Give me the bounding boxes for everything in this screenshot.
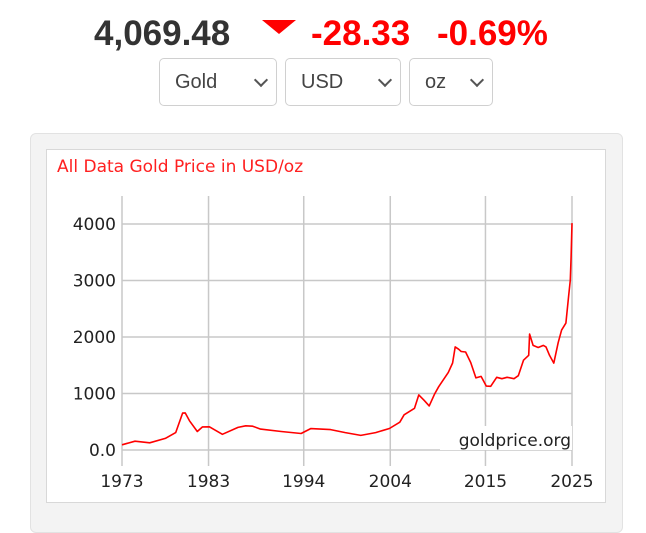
chart-grid [121,196,573,466]
price-change-percent: -0.69% [437,14,548,53]
chart-title: All Data Gold Price in USD/oz [57,157,304,177]
unit-select-value: oz [425,71,447,93]
x-axis-ticks: 1973 1983 1994 2004 2015 2025 [100,472,593,492]
y-tick-label: 0.0 [89,441,116,461]
x-tick-label: 1973 [100,472,143,492]
watermark-background [440,426,572,450]
x-tick-label: 2004 [369,472,412,492]
price-ticker: 4,069.48 -28.33 -0.69% [0,8,646,53]
watermark-text: goldprice.org [459,431,571,451]
currency-select-value: USD [301,71,344,93]
current-price: 4,069.48 [94,14,231,53]
y-tick-label: 4000 [73,215,116,235]
metal-select[interactable]: Gold [159,58,277,106]
down-triangle-icon [262,20,296,34]
x-tick-label: 1983 [187,472,230,492]
x-tick-label: 2015 [464,472,507,492]
y-tick-label: 3000 [73,272,116,292]
unit-select[interactable]: oz [409,58,493,106]
y-tick-label: 2000 [73,328,116,348]
y-axis-ticks: 0.0 1000 2000 3000 4000 [73,215,116,461]
gold-price-chart: 0.0 1000 2000 3000 4000 1973 1983 1994 2004 2015… [73,196,594,492]
y-tick-label: 1000 [73,385,116,405]
x-tick-label: 2025 [550,472,593,492]
x-tick-label: 1994 [282,472,325,492]
price-change: -28.33 [311,14,411,53]
metal-select-value: Gold [175,71,218,93]
currency-select[interactable]: USD [285,58,401,106]
price-line [121,223,573,446]
